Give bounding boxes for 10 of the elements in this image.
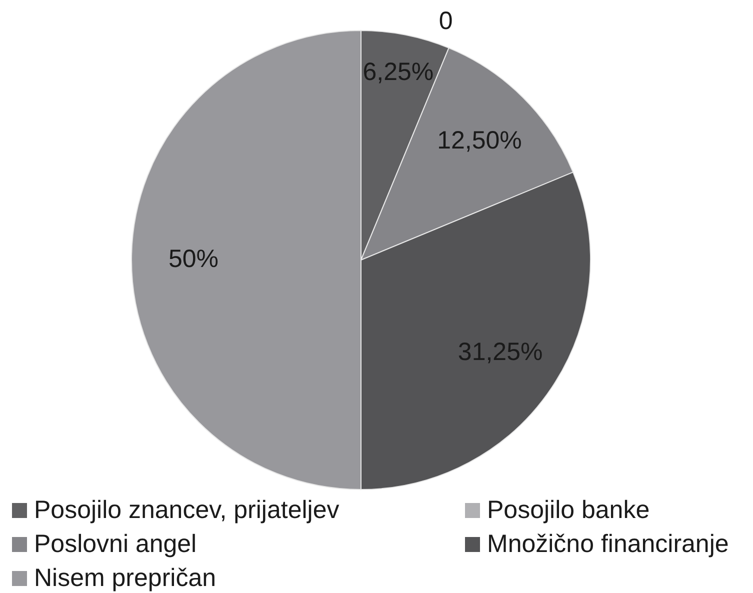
data-label: 6,25% [362, 58, 434, 86]
legend-label: Nisem prepričan [34, 564, 216, 592]
data-label: 50% [168, 244, 218, 273]
text: 0 [438, 7, 453, 36]
legend-label: Posojilo znancev, prijateljev [34, 496, 340, 524]
data-label: 12,50% [437, 126, 522, 154]
data-label: 31,25% [458, 338, 543, 366]
legend-label: Množično financiranje [487, 530, 729, 558]
legend-label: Poslovni angel [34, 530, 197, 558]
legend-label: Posojilo banke [487, 496, 650, 524]
